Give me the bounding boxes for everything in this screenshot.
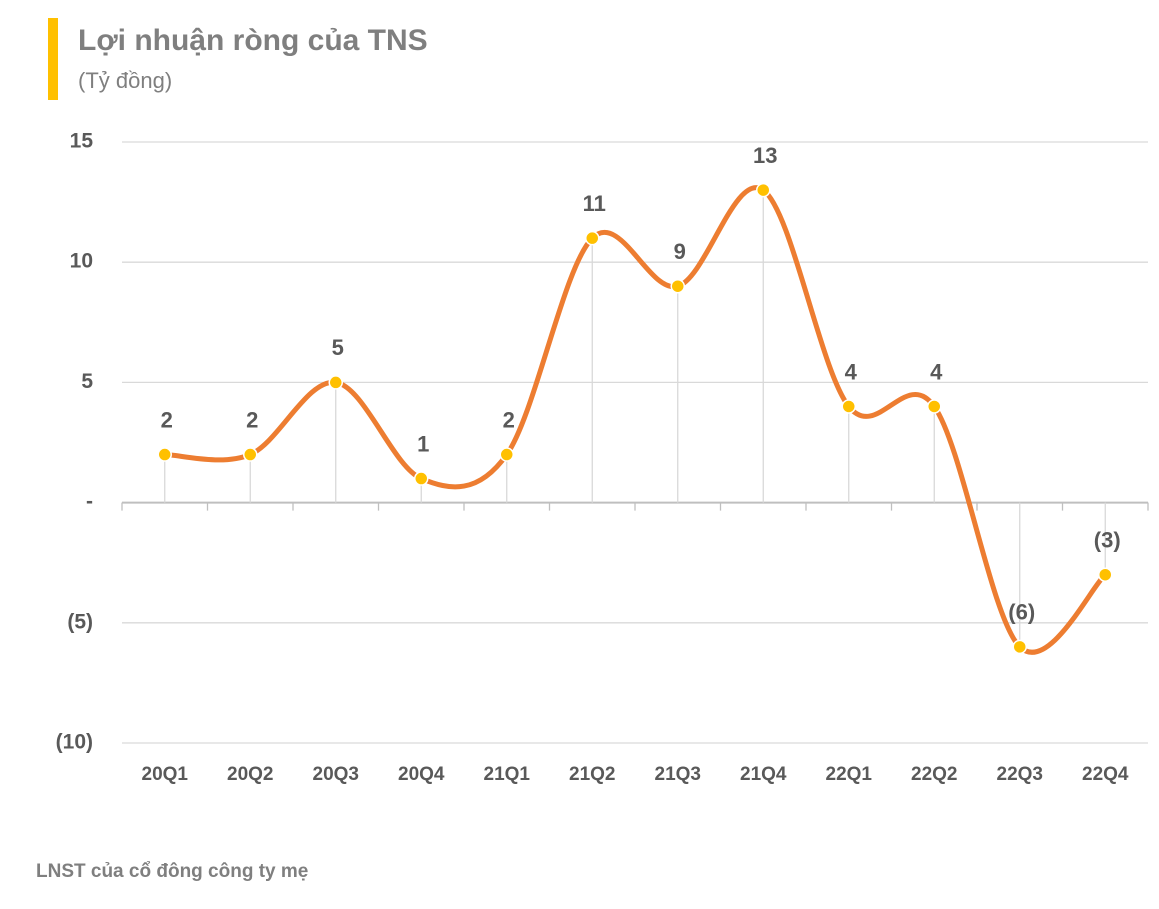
x-tick-label: 21Q2 — [569, 764, 615, 785]
chart-subtitle: (Tỷ đồng) — [78, 68, 172, 93]
x-tick-label: 21Q4 — [740, 764, 787, 785]
data-label: 4 — [845, 359, 858, 384]
x-tick-label: 21Q3 — [655, 764, 701, 785]
marker — [1098, 567, 1113, 582]
line-series — [162, 185, 1108, 655]
x-tick-label: 22Q4 — [1082, 764, 1129, 785]
marker — [927, 399, 942, 414]
x-tick-label: 20Q2 — [227, 764, 273, 785]
marker — [1012, 639, 1027, 655]
x-tick-label: 20Q1 — [142, 764, 189, 785]
chart-title: Lợi nhuận ròng của TNS — [78, 24, 428, 57]
marker — [157, 447, 172, 462]
x-tick-label: 20Q4 — [398, 764, 445, 785]
marker — [243, 447, 258, 462]
title-accent — [48, 18, 58, 100]
y-tick-label: (10) — [56, 731, 93, 754]
data-label: 2 — [246, 407, 258, 432]
marker — [670, 278, 685, 294]
marker — [328, 375, 343, 390]
marker — [585, 230, 600, 246]
data-label: 4 — [930, 359, 943, 384]
data-label: 11 — [583, 191, 606, 216]
y-tick-label: 5 — [81, 370, 93, 393]
data-label: 13 — [753, 143, 777, 168]
marker — [499, 447, 514, 462]
marker — [841, 399, 856, 414]
data-label: (6) — [1008, 600, 1035, 625]
x-tick-label: 22Q1 — [826, 764, 873, 785]
data-label: 9 — [674, 239, 686, 264]
marker — [414, 471, 429, 486]
data-label: 5 — [332, 335, 344, 360]
data-label: 2 — [161, 407, 173, 432]
marker — [756, 182, 771, 198]
data-label: (3) — [1094, 528, 1121, 553]
y-tick-label: - — [86, 490, 93, 513]
y-tick-label: 10 — [70, 250, 93, 273]
x-tick-label: 21Q1 — [484, 764, 531, 785]
x-tick-label: 22Q2 — [911, 764, 957, 785]
x-tick-label: 22Q3 — [997, 764, 1043, 785]
data-label: 1 — [417, 431, 429, 456]
legend-label: LNST của cổ đông công ty mẹ — [36, 861, 308, 882]
y-tick-label: 15 — [70, 130, 94, 153]
data-label: 2 — [503, 407, 515, 432]
y-tick-label: (5) — [67, 610, 93, 633]
x-tick-label: 20Q3 — [313, 764, 359, 785]
